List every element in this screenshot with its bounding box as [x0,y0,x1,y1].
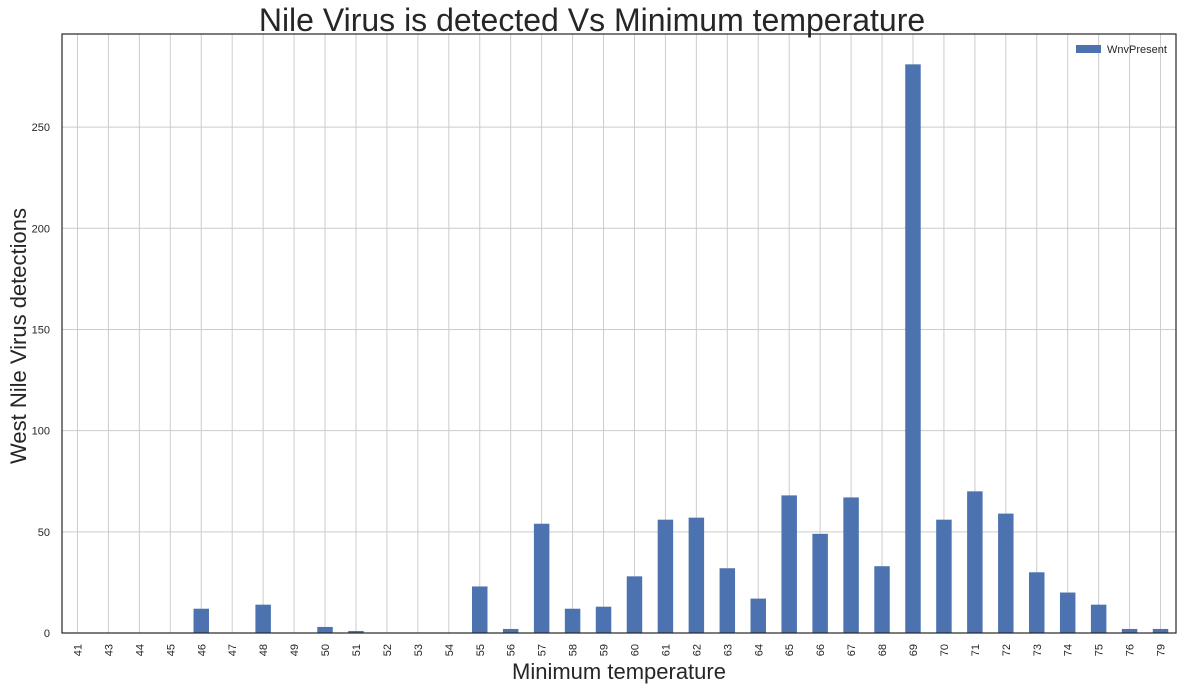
x-tick-label: 45 [165,644,177,656]
x-tick-label: 73 [1032,644,1044,656]
y-tick-label: 200 [32,223,50,235]
y-axis-ticks: 0 50 100 150 200 250 [32,122,50,640]
x-tick-label: 69 [908,644,920,656]
x-tick-label: 49 [289,644,301,656]
x-tick-label: 44 [134,644,146,656]
x-axis-label: Minimum temperature [512,659,726,684]
bar [812,533,828,633]
bar [905,64,921,633]
x-tick-label: 60 [629,644,641,656]
bars [193,64,1169,633]
x-tick-label: 47 [227,644,239,656]
bar [936,519,952,633]
y-tick-label: 250 [32,122,50,134]
x-tick-label: 66 [815,644,827,656]
x-tick-label: 67 [846,644,858,656]
x-tick-label: 63 [722,644,734,656]
grid [62,34,1176,634]
legend-label: WnvPresent [1107,44,1167,56]
x-tick-label: 70 [939,644,951,656]
x-tick-label: 74 [1063,644,1075,656]
bar [874,566,890,633]
bar [1152,628,1169,633]
chart-title: Nile Virus is detected Vs Minimum temper… [259,2,925,38]
x-tick-label: 41 [72,644,84,656]
y-axis-label: West Nile Virus detections [6,208,31,464]
bar [967,491,983,633]
x-tick-label: 59 [599,644,611,656]
bar [719,568,736,633]
x-tick-label: 71 [970,644,982,656]
bar [502,628,519,633]
x-tick-label: 79 [1156,644,1168,656]
y-tick-label: 100 [32,426,50,438]
legend: WnvPresent [1076,44,1167,56]
bar [1029,572,1045,633]
x-tick-label: 52 [382,644,394,656]
x-tick-label: 48 [258,644,270,656]
x-tick-label: 76 [1125,644,1137,656]
bar [564,608,581,633]
y-tick-label: 150 [32,324,50,336]
bar [626,576,643,633]
bar [595,606,612,633]
bar [1059,592,1076,633]
plot-frame [61,33,1177,634]
y-tick-label: 50 [38,527,50,539]
bar [843,497,859,633]
bar [472,586,488,633]
x-tick-label: 56 [506,644,518,656]
legend-swatch [1076,45,1101,53]
x-tick-label: 65 [784,644,796,656]
bar [255,604,271,633]
x-tick-label: 62 [691,644,703,656]
x-tick-label: 64 [753,644,765,656]
x-tick-label: 54 [444,644,456,656]
bar [193,608,209,633]
bar [317,626,333,633]
bar [1090,604,1107,633]
y-tick-label: 0 [44,628,50,640]
bar [688,517,705,633]
bar [781,495,797,633]
x-axis-ticks: 41 43 44 45 46 47 48 49 50 51 52 53 54 55 56 57 58 59 60 61… [72,644,1167,656]
bar [750,598,766,633]
x-tick-label: 75 [1094,644,1106,656]
x-tick-label: 58 [568,644,580,656]
bar [657,519,674,633]
bar [1121,628,1138,633]
bar [998,513,1014,633]
x-tick-label: 46 [196,644,208,656]
x-tick-label: 53 [413,644,425,656]
x-tick-label: 50 [320,644,332,656]
bar [533,523,550,633]
x-tick-label: 51 [351,644,363,656]
x-tick-label: 68 [877,644,889,656]
x-tick-label: 43 [103,644,115,656]
x-tick-label: 57 [537,644,549,656]
x-tick-label: 61 [660,644,672,656]
x-tick-label: 72 [1001,644,1013,656]
bar [348,630,364,633]
x-tick-label: 55 [475,644,487,656]
